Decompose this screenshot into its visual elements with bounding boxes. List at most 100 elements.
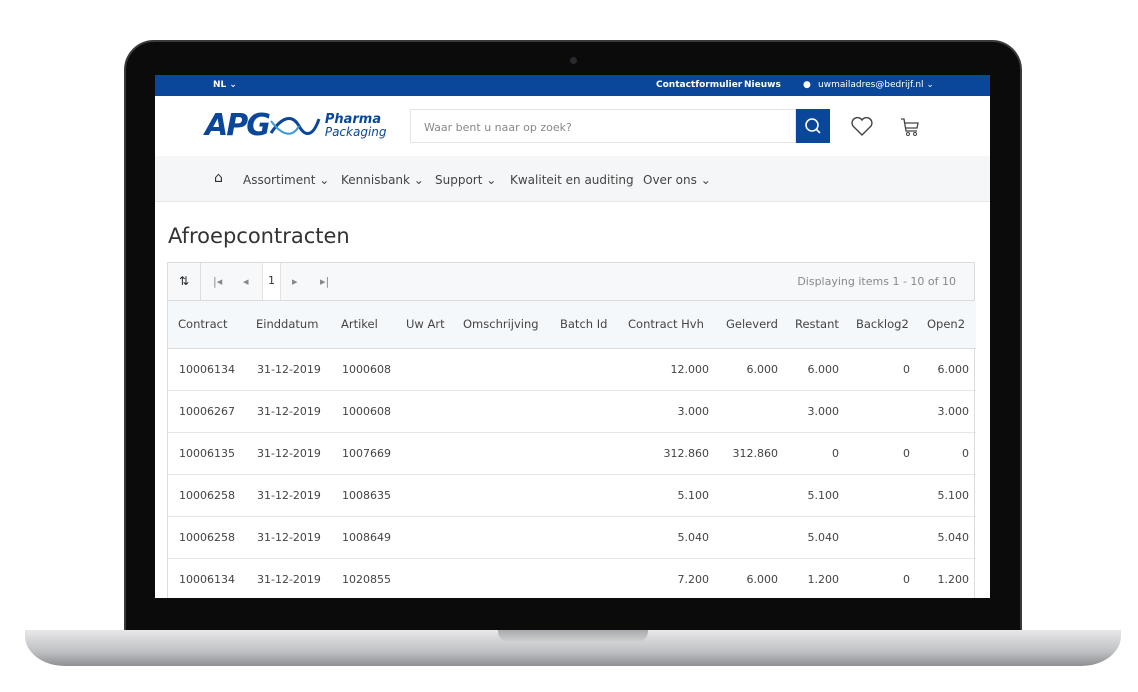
table-cell — [396, 432, 453, 475]
table-cell — [453, 558, 550, 598]
table-cell: 0 — [846, 558, 917, 598]
table-cell: 5.040 — [618, 516, 716, 559]
table-cell — [550, 558, 618, 598]
table-cell: 312.860 — [716, 432, 785, 475]
table-cell: 5.040 — [785, 516, 846, 559]
table-cell — [550, 516, 618, 559]
table-cell — [550, 390, 618, 433]
table-cell — [716, 474, 785, 517]
column-header[interactable]: Uw Art — [396, 301, 453, 349]
column-header[interactable]: Omschrijving — [453, 301, 550, 349]
table-row[interactable]: 10006258 31-12-2019 1008649 5.040 5.040 5.040 — [168, 516, 976, 559]
table-cell: 10006258 — [168, 516, 246, 559]
contact-link[interactable]: Contactformulier — [656, 80, 743, 90]
table-cell: 1008649 — [331, 516, 396, 559]
table-cell — [846, 390, 917, 433]
table-cell — [550, 432, 618, 475]
webcam — [570, 57, 577, 64]
nav-kwaliteit[interactable]: Kwaliteit en auditing — [510, 173, 634, 187]
table-cell: 5.100 — [917, 474, 976, 517]
column-header[interactable]: Restant — [785, 301, 846, 349]
table-cell — [453, 516, 550, 559]
table-cell — [453, 474, 550, 517]
header: APG Pharma Packaging Waar bent u naar op … — [155, 96, 990, 156]
column-header[interactable]: Contract Hvh — [618, 301, 716, 349]
home-icon[interactable]: ⌂ — [214, 170, 223, 186]
search-button[interactable] — [796, 109, 830, 143]
table-cell — [846, 516, 917, 559]
column-header[interactable]: Artikel — [331, 301, 396, 349]
column-header[interactable]: Backlog2 — [846, 301, 917, 349]
table-cell — [396, 390, 453, 433]
table-cell: 1000608 — [331, 348, 396, 391]
dna-logo-icon — [269, 116, 321, 135]
table-cell — [550, 474, 618, 517]
column-header[interactable]: Geleverd — [716, 301, 785, 349]
prev-page-button[interactable]: ◂ — [243, 275, 249, 288]
table-cell: 3.000 — [917, 390, 976, 433]
news-link[interactable]: Nieuws — [744, 80, 781, 90]
table-cell — [396, 516, 453, 559]
table-cell: 0 — [846, 432, 917, 475]
column-header[interactable]: Batch Id — [550, 301, 618, 349]
cart-icon[interactable] — [899, 116, 921, 138]
table-row[interactable]: 10006134 31-12-2019 1020855 7.200 6.000 1.200… — [168, 558, 976, 598]
table-cell — [846, 474, 917, 517]
table-cell: 1000608 — [331, 390, 396, 433]
column-header[interactable]: Contract — [168, 301, 246, 349]
logo-text: Pharma Packaging — [324, 111, 387, 139]
table-cell — [396, 348, 453, 391]
table-cell: 31-12-2019 — [246, 348, 331, 391]
table-row[interactable]: 10006135 31-12-2019 1007669 312.860 312.860 0… — [168, 432, 976, 475]
table-cell — [716, 516, 785, 559]
table-cell: 3.000 — [618, 390, 716, 433]
heart-icon[interactable] — [850, 116, 874, 138]
page-number[interactable]: 1 — [262, 263, 281, 300]
table-row[interactable]: 10006258 31-12-2019 1008635 5.100 5.100 5.100 — [168, 474, 976, 517]
column-header[interactable]: Open2 — [917, 301, 976, 349]
table-cell — [453, 432, 550, 475]
search-icon — [805, 118, 821, 134]
table-cell: 1.200 — [785, 558, 846, 598]
logo[interactable]: APG Pharma Packaging — [205, 108, 387, 143]
table-cell: 31-12-2019 — [246, 558, 331, 598]
nav-assortiment[interactable]: Assortiment ⌄ — [243, 173, 330, 187]
table-cell: 1007669 — [331, 432, 396, 475]
table-cell: 0 — [846, 348, 917, 391]
table-cell: 31-12-2019 — [246, 474, 331, 517]
table-cell: 0 — [785, 432, 846, 475]
screen: NL ⌄ Contactformulier Nieuws ● uwmailadr… — [155, 75, 990, 598]
next-page-button[interactable]: ▸ — [292, 275, 298, 288]
table-cell: 5.100 — [785, 474, 846, 517]
table-cell: 10006134 — [168, 558, 246, 598]
top-bar: NL ⌄ Contactformulier Nieuws ● uwmailadr… — [155, 75, 990, 96]
table-cell: 10006267 — [168, 390, 246, 433]
logo-brand: APG — [205, 108, 271, 143]
table-cell — [716, 390, 785, 433]
table-cell: 7.200 — [618, 558, 716, 598]
page-title: Afroepcontracten — [168, 224, 350, 248]
table-cell: 6.000 — [917, 348, 976, 391]
table-cell — [396, 474, 453, 517]
nav-support[interactable]: Support ⌄ — [435, 173, 497, 187]
table-cell: 31-12-2019 — [246, 390, 331, 433]
nav-over-ons[interactable]: Over ons ⌄ — [643, 173, 711, 187]
user-icon: ● — [803, 80, 811, 90]
table-cell: 1020855 — [331, 558, 396, 598]
nav-kennisbank[interactable]: Kennisbank ⌄ — [341, 173, 424, 187]
refresh-button[interactable]: ⇅ — [168, 263, 201, 300]
contracts-grid: ⇅ |◂ ◂ 1 ▸ ▸| Displaying items 1 - 10 of… — [167, 262, 976, 598]
table-row[interactable]: 10006134 31-12-2019 1000608 12.000 6.000 6.00… — [168, 348, 976, 391]
search-input[interactable]: Waar bent u naar op zoek? — [410, 109, 796, 143]
last-page-button[interactable]: ▸| — [320, 275, 330, 288]
table-cell: 6.000 — [716, 348, 785, 391]
first-page-button[interactable]: |◂ — [213, 275, 223, 288]
table-cell: 10006134 — [168, 348, 246, 391]
account-menu[interactable]: uwmailadres@bedrijf.nl ⌄ — [818, 80, 934, 90]
language-select[interactable]: NL ⌄ — [213, 80, 237, 90]
table-cell — [453, 390, 550, 433]
table-row[interactable]: 10006267 31-12-2019 1000608 3.000 3.000 3.000 — [168, 390, 976, 433]
laptop-notch — [498, 630, 648, 643]
refresh-icon: ⇅ — [178, 274, 190, 288]
column-header[interactable]: Einddatum — [246, 301, 331, 349]
